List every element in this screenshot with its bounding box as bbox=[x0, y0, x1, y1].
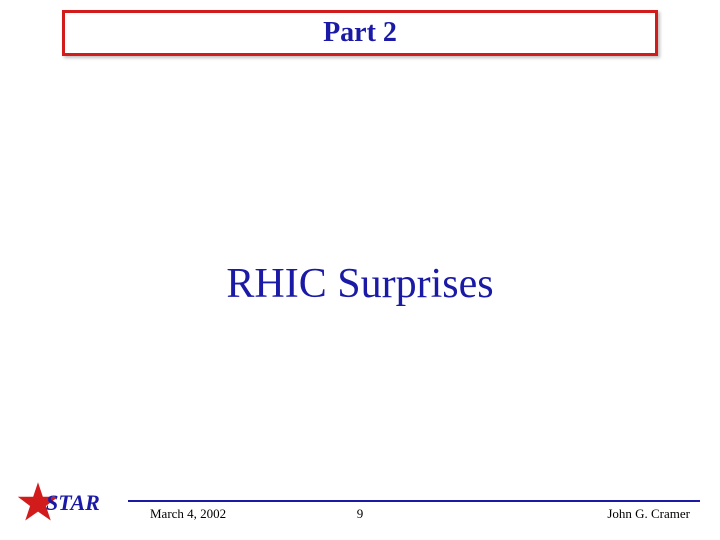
footer-rule bbox=[128, 500, 700, 502]
title-box: Part 2 bbox=[62, 10, 658, 56]
slide-title: Part 2 bbox=[323, 17, 397, 49]
footer-author: John G. Cramer bbox=[607, 506, 690, 522]
star-label: STAR bbox=[46, 490, 100, 516]
slide-container: Part 2 RHIC Surprises STAR March 4, 2002… bbox=[0, 0, 720, 540]
footer: STAR March 4, 2002 9 John G. Cramer bbox=[0, 486, 720, 526]
star-logo: STAR bbox=[22, 486, 122, 526]
footer-page-number: 9 bbox=[340, 506, 380, 522]
footer-date: March 4, 2002 bbox=[150, 506, 226, 522]
main-heading: RHIC Surprises bbox=[0, 260, 720, 308]
